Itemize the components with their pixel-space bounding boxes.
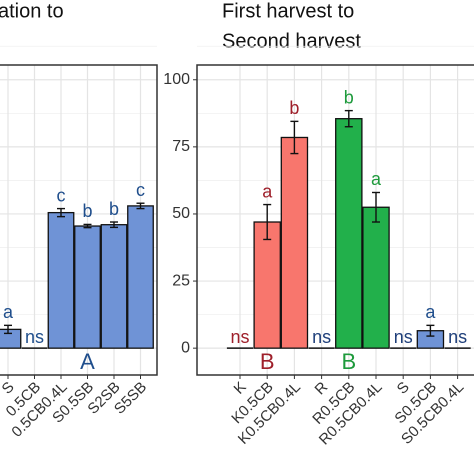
y-tick-label: 25 (172, 272, 190, 289)
y-tick-label: 100 (163, 71, 190, 88)
group-letter: B (260, 349, 275, 374)
bar (362, 206, 390, 349)
significance-letter: ns (230, 327, 249, 347)
y-tick-label: 75 (172, 138, 190, 155)
significance-letter: c (57, 185, 66, 205)
bar (74, 225, 101, 349)
significance-letter: ns (25, 327, 44, 347)
bar (0, 328, 22, 349)
bar (280, 136, 309, 349)
significance-letter: b (289, 98, 299, 118)
y-tick-label: 0 (181, 339, 190, 356)
x-tick-label: S (394, 379, 413, 398)
bar (47, 211, 75, 349)
group-letter: B (341, 349, 356, 374)
bar (335, 118, 363, 349)
significance-letter: ns (394, 327, 413, 347)
chart-title: Second harvest (222, 30, 361, 52)
significance-letter: ns (312, 327, 331, 347)
significance-letter: a (371, 169, 382, 189)
significance-letter: b (82, 201, 92, 221)
y-tick-label: 50 (172, 205, 190, 222)
chart-title: First harvest to (222, 0, 354, 22)
chart-title: ation to (0, 0, 64, 22)
bar (253, 221, 281, 349)
significance-letter: a (3, 302, 14, 322)
bar (100, 224, 128, 349)
significance-letter: c (136, 180, 145, 200)
bar (127, 205, 154, 349)
significance-letter: a (425, 302, 436, 322)
panel-border (196, 64, 474, 376)
significance-letter: b (109, 199, 119, 219)
significance-letter: a (262, 181, 273, 201)
significance-letter: b (344, 87, 354, 107)
significance-letter: ns (448, 327, 467, 347)
panel-border (0, 64, 158, 376)
x-tick-label: K (231, 379, 250, 398)
group-letter: A (80, 349, 95, 374)
